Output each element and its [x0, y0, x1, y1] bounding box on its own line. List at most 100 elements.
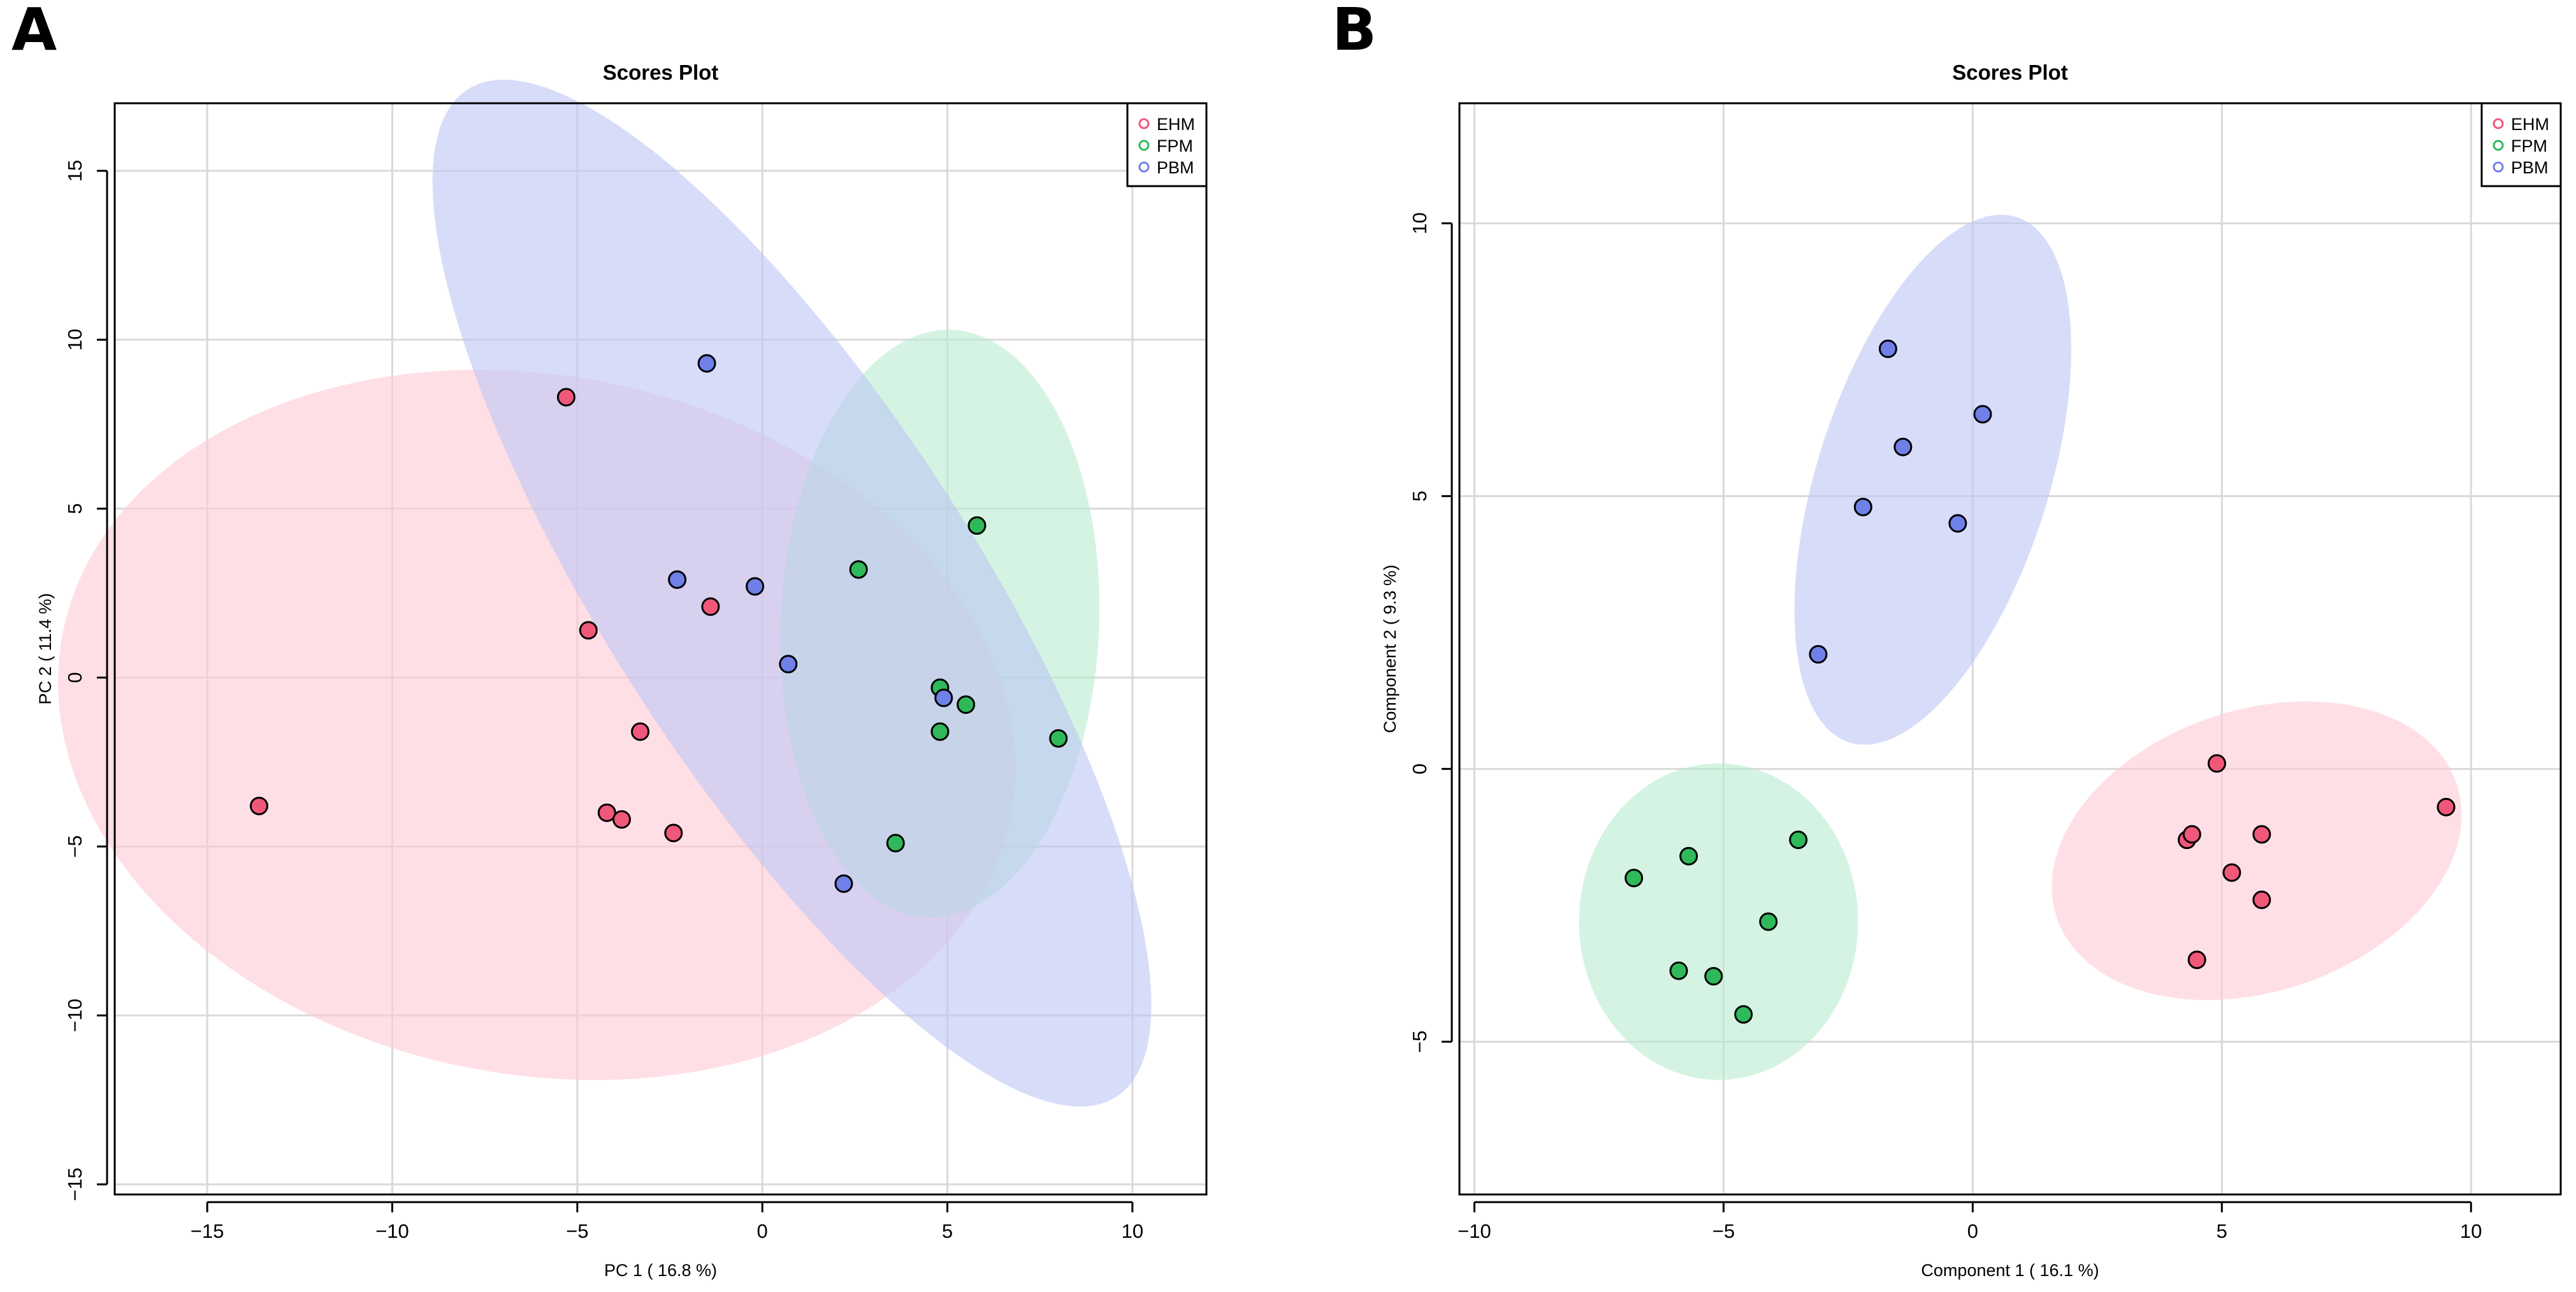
panel-letter: A	[11, 0, 57, 64]
y-tick-label: −5	[1408, 1031, 1431, 1053]
data-point-pbm	[1878, 339, 1897, 358]
x-axis-label: PC 1 ( 16.8 %)	[604, 1261, 717, 1280]
data-point-fpm	[886, 834, 905, 853]
ellipse-ehm	[2051, 701, 2462, 1000]
x-tick-label: −5	[566, 1220, 588, 1242]
scores-plot-panel-b: B Scores Plot −10 −5 0 5 10 Component 1 ( 16.1 …	[1332, 0, 2562, 1280]
data-point-ehm	[701, 597, 720, 616]
data-point-ehm	[579, 621, 598, 640]
data-point-ehm	[2436, 797, 2456, 817]
data-point-ehm	[664, 824, 683, 843]
data-point-pbm	[934, 688, 953, 708]
data-point-ehm	[631, 722, 650, 741]
plot-title: Scores Plot	[1952, 61, 2068, 84]
confidence-ellipses	[58, 80, 1152, 1107]
y-axis-label: PC 2 ( 11.4 %)	[36, 593, 55, 704]
data-point-ehm	[2222, 863, 2241, 882]
data-point-fpm	[1624, 869, 1644, 888]
panel-letter: B	[1332, 0, 1377, 64]
y-tick-label: 0	[64, 672, 86, 683]
data-point-pbm	[746, 577, 765, 596]
data-point-pbm	[1809, 645, 1828, 664]
data-point-pbm	[1973, 405, 1992, 424]
y-tick-label: 10	[1408, 212, 1431, 234]
data-point-pbm	[1853, 497, 1872, 516]
x-tick-label: 0	[757, 1220, 768, 1242]
legend-marker-ehm	[2493, 118, 2504, 129]
y-tick-label: −15	[64, 1168, 86, 1201]
plot-title: Scores Plot	[603, 61, 719, 84]
data-points	[249, 354, 1068, 893]
data-point-ehm	[2252, 890, 2271, 910]
data-point-pbm	[697, 354, 716, 373]
plot-frame	[1458, 102, 2562, 1196]
plot-frame	[113, 102, 1208, 1196]
data-point-fpm	[967, 516, 987, 535]
data-point-pbm	[779, 655, 798, 674]
data-point-fpm	[930, 722, 950, 741]
legend-label-ehm: EHM	[2511, 115, 2549, 134]
data-point-fpm	[1759, 912, 1778, 931]
x-tick-label: −5	[1712, 1220, 1735, 1242]
data-point-ehm	[2187, 950, 2206, 969]
data-point-pbm	[1948, 514, 1967, 533]
y-axis: −15 −10 −5 0 5 10 15 PC 2 ( 11.4 %)	[36, 160, 108, 1201]
ellipse-pbm	[432, 80, 1152, 1107]
data-point-fpm	[849, 560, 868, 579]
data-point-ehm	[2252, 825, 2271, 844]
data-point-ehm	[597, 803, 616, 822]
legend-label-ehm: EHM	[1157, 115, 1195, 134]
legend-label-fpm: FPM	[1157, 136, 1193, 156]
y-tick-label: −5	[64, 835, 86, 857]
x-tick-label: 5	[942, 1220, 953, 1242]
legend: EHM FPM PBM	[2480, 102, 2562, 187]
data-point-fpm	[1049, 729, 1068, 748]
data-point-fpm	[957, 695, 976, 714]
x-tick-label: −10	[1458, 1220, 1491, 1242]
data-point-ehm	[612, 810, 632, 829]
legend-marker-pbm	[2493, 161, 2504, 173]
data-point-fpm	[1704, 967, 1723, 986]
data-point-ehm	[2182, 825, 2201, 844]
data-point-pbm	[668, 570, 687, 589]
y-tick-label: 5	[1408, 491, 1431, 502]
y-tick-label: 5	[64, 503, 86, 514]
y-axis: −5 0 5 10 Component 2 ( 9.3 %)	[1380, 212, 1453, 1053]
data-points	[1624, 339, 2456, 1024]
y-tick-label: 0	[1408, 764, 1431, 774]
x-tick-label: 5	[2217, 1220, 2227, 1242]
data-point-fpm	[1679, 846, 1698, 866]
data-point-fpm	[1734, 1005, 1753, 1024]
data-point-pbm	[1893, 437, 1913, 456]
data-point-fpm	[1789, 831, 1808, 850]
legend: EHM FPM PBM	[1126, 102, 1208, 187]
data-point-fpm	[1669, 961, 1688, 980]
confidence-ellipses	[1579, 214, 2462, 1080]
legend-marker-ehm	[1138, 118, 1150, 129]
ellipse-pbm	[1794, 214, 2071, 745]
legend-box	[2480, 102, 2562, 187]
data-point-ehm	[556, 388, 575, 407]
legend-box	[1126, 102, 1208, 187]
legend-marker-fpm	[2493, 140, 2504, 151]
x-tick-label: 0	[1967, 1220, 1978, 1242]
data-point-pbm	[834, 874, 853, 893]
x-tick-label: 10	[2460, 1220, 2482, 1242]
scores-plot-panel-a: A Scores Plot −15 −10 −5 0 5 10 PC 1 ( 16.8 %) −1…	[11, 0, 1208, 1280]
x-axis: −10 −5 0 5 10 Component 1 ( 16.1 %)	[1458, 1201, 2482, 1280]
y-tick-label: −10	[64, 999, 86, 1033]
legend-marker-pbm	[1138, 161, 1150, 173]
y-axis-label: Component 2 ( 9.3 %)	[1380, 565, 1400, 733]
y-tick-label: 10	[64, 329, 86, 351]
x-tick-label: −15	[191, 1220, 224, 1242]
legend-label-fpm: FPM	[2511, 136, 2547, 156]
x-axis: −15 −10 −5 0 5 10 PC 1 ( 16.8 %)	[191, 1201, 1143, 1280]
x-tick-label: 10	[1122, 1220, 1143, 1242]
legend-label-pbm: PBM	[1157, 158, 1194, 177]
legend-label-pbm: PBM	[2511, 158, 2549, 177]
data-point-ehm	[2207, 754, 2226, 773]
x-axis-label: Component 1 ( 16.1 %)	[1921, 1261, 2099, 1280]
legend-marker-fpm	[1138, 140, 1150, 151]
data-point-ehm	[249, 796, 268, 815]
